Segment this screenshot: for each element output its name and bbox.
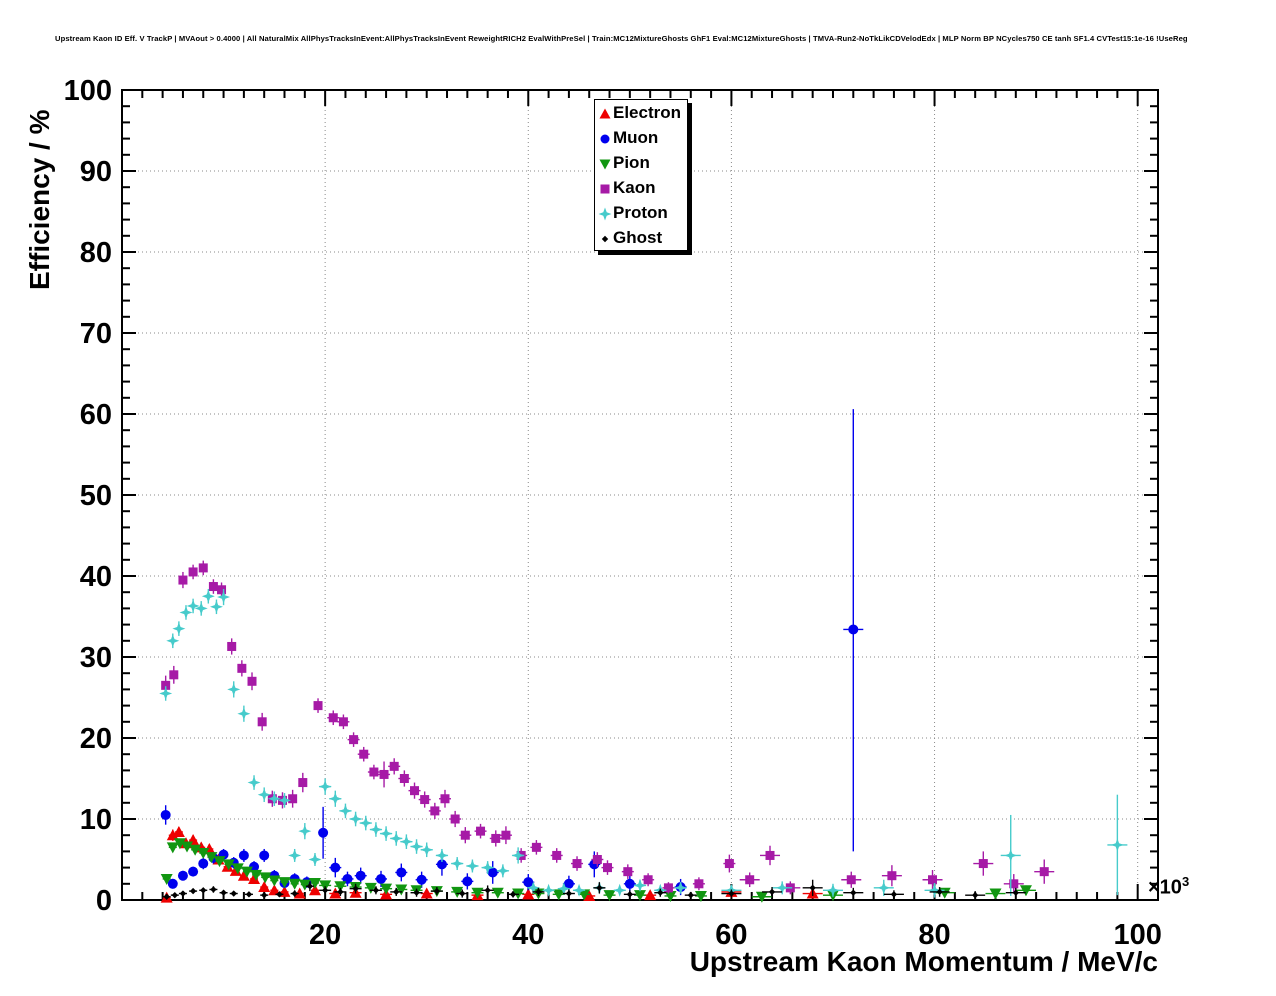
ghost-marker-icon — [597, 230, 613, 246]
y-tick-label: 70 — [80, 318, 112, 350]
legend-label: Proton — [613, 202, 668, 222]
y-tick-label: 50 — [80, 480, 112, 512]
series-ghost — [162, 879, 1026, 900]
series-muon — [160, 409, 864, 896]
x-tick-label: 80 — [918, 919, 950, 951]
x-scale-exponent: 3 — [1181, 874, 1190, 889]
y-axis-title: Efficiency / % — [24, 109, 55, 290]
legend-label: Muon — [613, 127, 659, 147]
y-tick-label: 20 — [80, 723, 112, 755]
y-tick-label: 10 — [80, 804, 112, 836]
x-scale-base: ×10 — [1148, 876, 1182, 899]
legend-entry-electron: Electron — [595, 100, 687, 125]
electron-marker-icon — [597, 105, 613, 121]
legend-label: Pion — [613, 152, 650, 172]
legend-entry-muon: Muon — [595, 125, 687, 150]
y-tick-label: 60 — [80, 399, 112, 431]
legend-label: Electron — [613, 102, 682, 122]
y-tick-label: 0 — [96, 885, 112, 917]
legend-entry-pion: Pion — [595, 150, 687, 175]
y-tick-label: 40 — [80, 561, 112, 593]
x-axis-title: Upstream Kaon Momentum / MeV/c — [689, 946, 1158, 977]
kaon-marker-icon — [597, 180, 613, 196]
proton-marker-icon — [597, 205, 613, 221]
legend: Electron Muon Pion Kaon Proton Ghost — [594, 99, 688, 251]
y-tick-label: 90 — [80, 156, 112, 188]
x-tick-label: 100 — [1113, 919, 1161, 951]
legend-entry-proton: Proton — [595, 200, 687, 225]
y-tick-label: 30 — [80, 642, 112, 674]
legend-entry-kaon: Kaon — [595, 175, 687, 200]
pion-marker-icon — [597, 155, 613, 171]
series-proton — [159, 588, 1128, 898]
legend-entry-ghost: Ghost — [595, 225, 687, 250]
legend-label: Kaon — [613, 177, 656, 197]
series-kaon — [161, 560, 1055, 895]
x-tick-label: 60 — [715, 919, 747, 951]
x-tick-label: 20 — [309, 919, 341, 951]
muon-marker-icon — [597, 130, 613, 146]
x-axis-scale-label: ×103 — [1148, 874, 1189, 900]
y-tick-label: 100 — [64, 75, 112, 107]
x-tick-label: 40 — [512, 919, 544, 951]
legend-label: Ghost — [613, 227, 663, 247]
y-tick-label: 80 — [80, 237, 112, 269]
plot-title: Upstream Kaon ID Eff. V TrackP | MVAout … — [55, 34, 1188, 43]
